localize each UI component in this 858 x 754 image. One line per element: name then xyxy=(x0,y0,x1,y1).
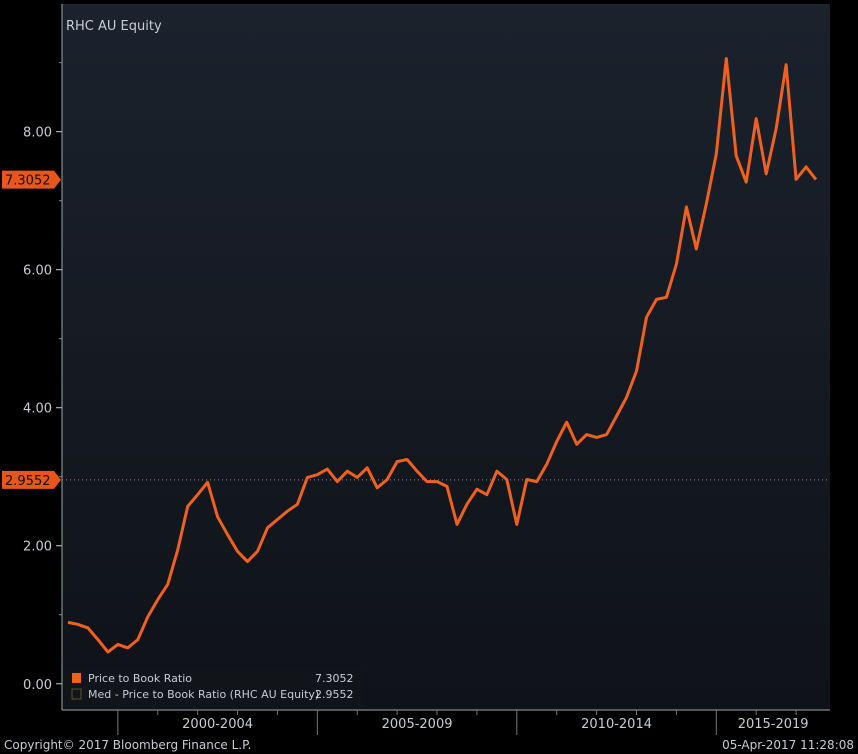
copyright: Copyright© 2017 Bloomberg Finance L.P. xyxy=(4,738,251,752)
legend-median-label: Med - Price to Book Ratio (RHC AU Equity… xyxy=(88,688,319,701)
legend-price-label: Price to Book Ratio xyxy=(88,672,192,685)
last-value-tag: 7.3052 xyxy=(2,170,61,189)
x-group-label: 2015-2019 xyxy=(738,717,809,732)
legend-price-value: 7.3052 xyxy=(315,672,354,685)
plot-area xyxy=(62,4,830,710)
price-to-book-line xyxy=(67,57,818,654)
legend-median-value: 2.9552 xyxy=(315,688,354,701)
legend-swatch-price xyxy=(72,673,81,683)
timestamp: 05-Apr-2017 11:28:08 xyxy=(722,738,854,752)
x-group-label: 2000-2004 xyxy=(182,717,253,732)
svg-text:7.3052: 7.3052 xyxy=(5,174,51,189)
y-tick-label: 4.00 xyxy=(23,402,52,417)
legend-swatch-median xyxy=(71,688,82,700)
x-group-label: 2005-2009 xyxy=(382,717,453,732)
median-value-tag: 2.9552 xyxy=(2,470,61,489)
svg-text:2.9552: 2.9552 xyxy=(5,474,51,489)
chart-title: RHC AU Equity xyxy=(66,19,162,34)
y-tick-label: 6.00 xyxy=(23,264,52,279)
y-tick-label: 0.00 xyxy=(23,678,52,693)
x-group-label: 2010-2014 xyxy=(581,717,652,732)
y-tick-label: 8.00 xyxy=(23,126,52,141)
y-tick-label: 2.00 xyxy=(23,540,52,555)
legend: Price to Book Ratio 7.3052 Med - Price t… xyxy=(64,667,364,707)
